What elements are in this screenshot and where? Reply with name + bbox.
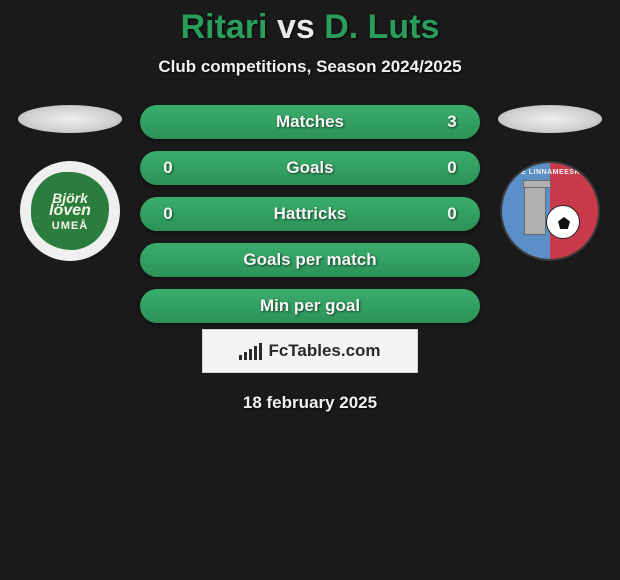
stat-right-value: 0 [442, 158, 462, 178]
stat-row-min-per-goal: Min per goal [140, 289, 480, 323]
badge-text-2: löven [49, 203, 91, 219]
stat-left-value: 0 [158, 158, 178, 178]
soccer-ball-icon [546, 205, 580, 239]
stat-label: Matches [178, 112, 442, 132]
badge-text-3: UMEÅ [52, 221, 88, 232]
stat-left-value: 0 [158, 204, 178, 224]
stat-label: Min per goal [158, 296, 462, 316]
player2-club-badge: PAIDE LINNAMEESKOND [500, 161, 600, 261]
fctables-logo[interactable]: FcTables.com [202, 329, 418, 373]
stat-label: Goals per match [158, 250, 462, 270]
snapshot-date: 18 february 2025 [243, 393, 377, 413]
stat-row-goals-per-match: Goals per match [140, 243, 480, 277]
subtitle: Club competitions, Season 2024/2025 [158, 57, 461, 77]
player2-avatar-placeholder [498, 105, 602, 133]
player1-avatar-placeholder [18, 105, 122, 133]
stat-row-goals: 0 Goals 0 [140, 151, 480, 185]
tower-icon [524, 185, 546, 235]
bar-chart-icon [239, 342, 262, 360]
stat-right-value: 0 [442, 204, 462, 224]
comparison-card: Ritari vs D. Luts Club competitions, Sea… [0, 0, 620, 413]
player1-club-badge: Björk löven UMEÅ [20, 161, 120, 261]
badge-arc-text: PAIDE LINNAMEESKOND [502, 169, 598, 176]
comparison-body: Björk löven UMEÅ Matches 3 0 Goals 0 0 H… [0, 105, 620, 323]
player1-name: Ritari [181, 8, 268, 46]
logo-text: FcTables.com [268, 341, 380, 361]
page-title: Ritari vs D. Luts [181, 8, 440, 47]
stat-label: Goals [178, 158, 442, 178]
player2-name: D. Luts [324, 8, 439, 46]
vs-label: vs [277, 8, 315, 46]
stat-row-hattricks: 0 Hattricks 0 [140, 197, 480, 231]
left-column: Björk löven UMEÅ [10, 105, 130, 261]
stat-right-value: 3 [442, 112, 462, 132]
stat-label: Hattricks [178, 204, 442, 224]
stats-column: Matches 3 0 Goals 0 0 Hattricks 0 Goals … [140, 105, 480, 323]
right-column: PAIDE LINNAMEESKOND [490, 105, 610, 261]
stat-row-matches: Matches 3 [140, 105, 480, 139]
club-badge-leaf-icon: Björk löven UMEÅ [31, 172, 109, 250]
